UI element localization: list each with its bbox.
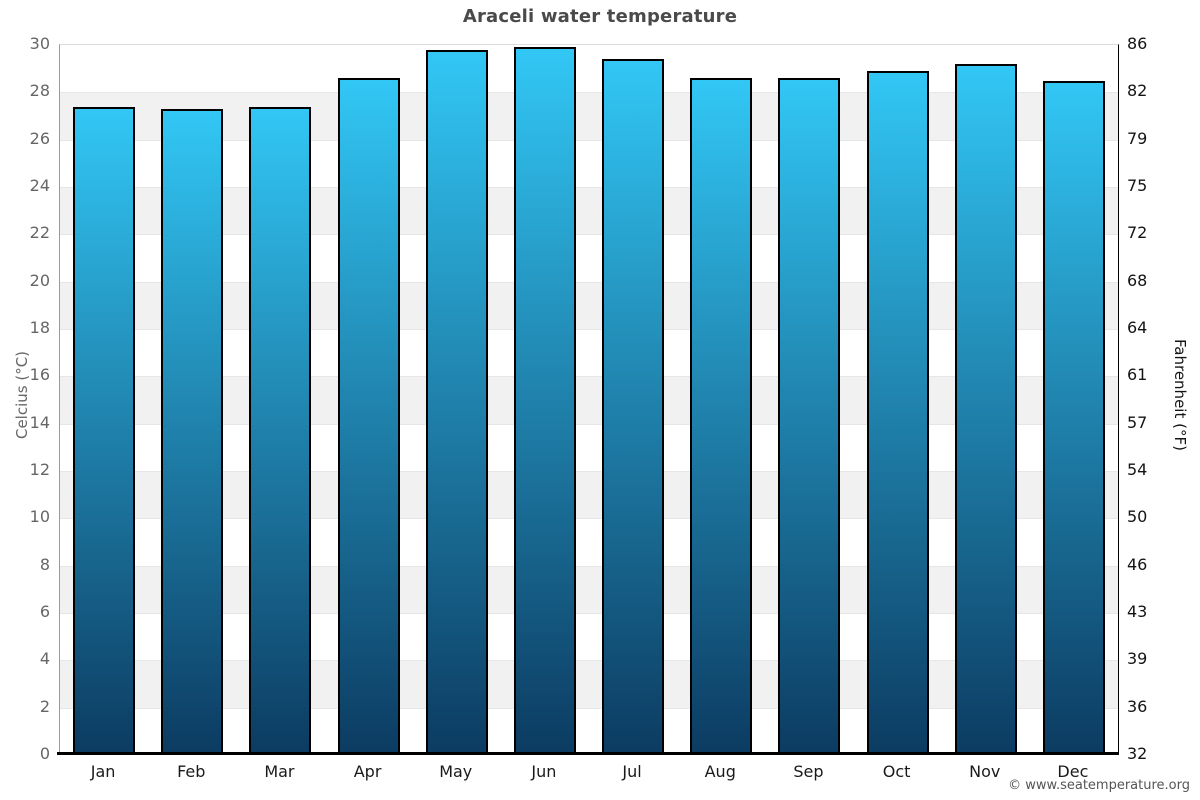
grid-band (60, 329, 1118, 377)
grid-band (60, 471, 1118, 519)
grid-band (60, 423, 1118, 471)
fahrenheit-tick-label: 82 (1127, 81, 1148, 101)
celsius-tick-label: 10 (29, 507, 50, 527)
month-label: Apr (353, 762, 382, 781)
fahrenheit-axis-title: Fahrenheit (°F) (1171, 339, 1189, 451)
celsius-tick-label: 6 (39, 602, 50, 621)
chart-title: Araceli water temperature (462, 6, 738, 27)
month-label: Jan (90, 762, 116, 781)
plot-area (59, 44, 1119, 755)
month-label: Sep (793, 762, 824, 781)
month-label: Dec (1057, 762, 1089, 781)
month-label: Aug (704, 762, 736, 781)
grid-band (60, 281, 1118, 329)
grid-band (60, 613, 1118, 661)
celsius-tick-label: 14 (29, 412, 50, 432)
x-axis-line (57, 752, 1119, 755)
fahrenheit-tick-label: 79 (1127, 128, 1148, 148)
grid-band (60, 187, 1118, 235)
celsius-tick-label: 28 (29, 81, 50, 101)
grid-band (60, 518, 1118, 566)
celsius-tick-label: 22 (29, 223, 50, 243)
celsius-tick-label: 4 (39, 649, 50, 669)
grid-band (60, 660, 1118, 708)
fahrenheit-tick-label: 43 (1127, 602, 1148, 621)
month-label: Mar (264, 762, 295, 781)
fahrenheit-tick-label: 54 (1127, 460, 1148, 479)
grid-band (60, 139, 1118, 187)
fahrenheit-tick-label: 50 (1127, 507, 1148, 527)
fahrenheit-tick-label: 57 (1127, 412, 1148, 432)
fahrenheit-tick-label: 61 (1127, 365, 1148, 385)
grid-band (60, 92, 1118, 140)
celsius-tick-label: 8 (39, 554, 50, 574)
fahrenheit-tick-label: 32 (1127, 744, 1148, 763)
grid-band (60, 707, 1118, 755)
fahrenheit-tick-label: 72 (1127, 223, 1148, 243)
month-label: Oct (882, 762, 911, 781)
bar-sep (778, 78, 841, 755)
bar-jul (602, 59, 665, 755)
fahrenheit-tick-label: 64 (1127, 318, 1148, 337)
bar-jan (73, 106, 136, 755)
bar-may (425, 49, 488, 755)
bar-nov (954, 63, 1017, 755)
bar-feb (161, 108, 224, 755)
fahrenheit-tick-label: 75 (1127, 176, 1148, 195)
month-label: May (439, 762, 473, 781)
bar-mar (249, 106, 312, 755)
celsius-tick-label: 12 (29, 460, 50, 479)
bar-dec (1042, 80, 1105, 755)
month-label: Jul (622, 762, 642, 781)
month-label: Jun (531, 762, 557, 781)
fahrenheit-tick-label: 46 (1127, 554, 1148, 574)
celsius-tick-label: 24 (29, 176, 50, 195)
grid-band (60, 234, 1118, 282)
bar-apr (337, 78, 400, 755)
celsius-tick-label: 26 (29, 128, 50, 148)
month-label: Feb (177, 762, 206, 781)
fahrenheit-tick-label: 86 (1127, 34, 1148, 53)
celsius-tick-label: 2 (39, 696, 50, 716)
celsius-tick-label: 20 (29, 270, 50, 290)
month-label: Nov (969, 762, 1001, 781)
fahrenheit-tick-label: 68 (1127, 270, 1148, 290)
fahrenheit-tick-label: 39 (1127, 649, 1148, 669)
grid-band (60, 45, 1118, 93)
bar-jun (513, 47, 576, 755)
grid-band (60, 376, 1118, 424)
bar-oct (866, 71, 929, 755)
fahrenheit-tick-label: 36 (1127, 696, 1148, 716)
celsius-tick-label: 18 (29, 318, 50, 337)
celsius-tick-label: 0 (39, 744, 50, 763)
celsius-tick-label: 16 (29, 365, 50, 385)
grid-band (60, 565, 1118, 613)
celsius-tick-label: 30 (29, 34, 50, 53)
bar-aug (690, 78, 753, 755)
copyright-text: © www.seatemperature.org (1008, 778, 1190, 793)
